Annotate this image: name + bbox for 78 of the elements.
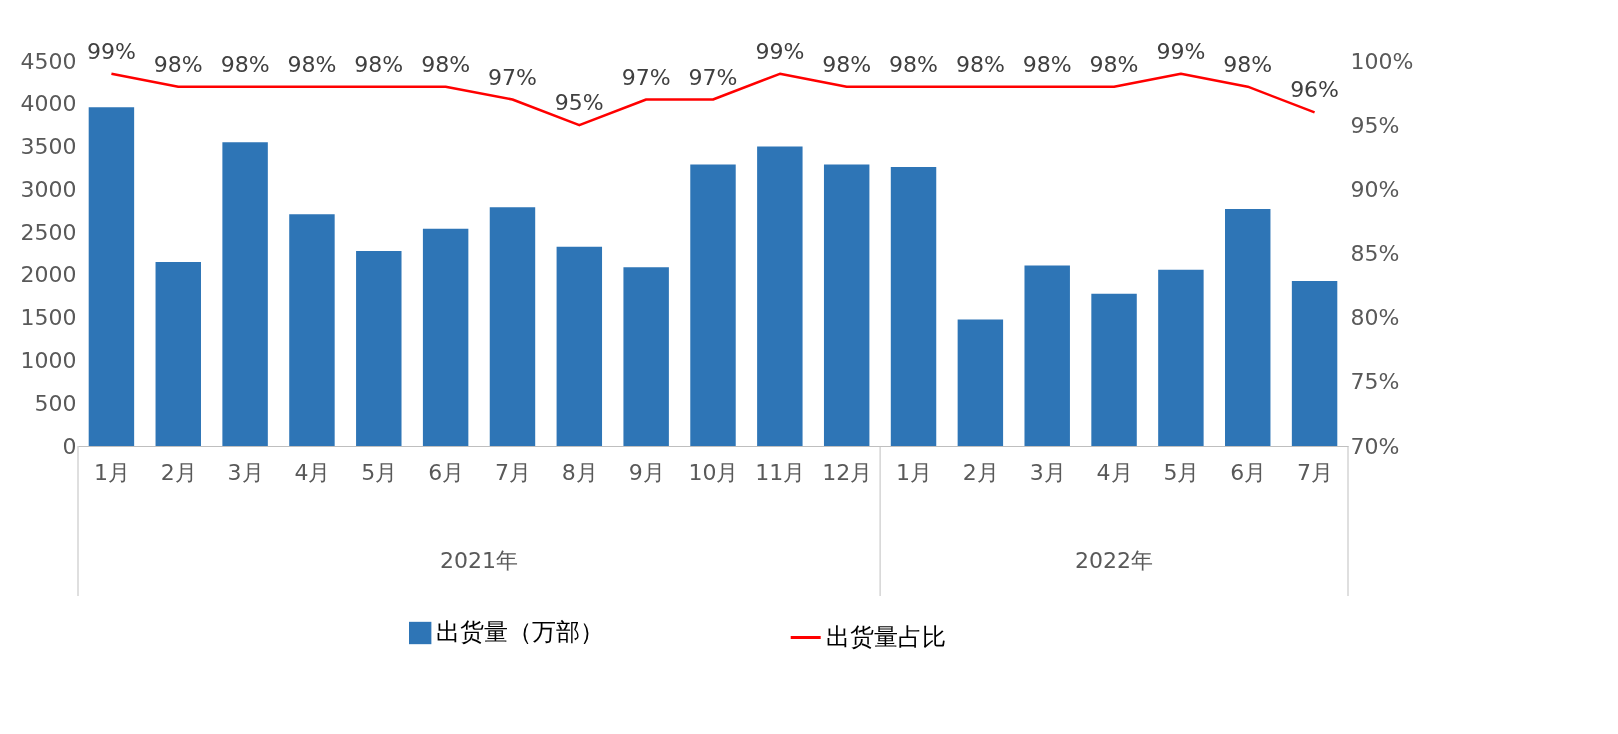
y-tick-label: 3000 <box>20 176 77 202</box>
x-tick-label: 3月 <box>227 459 264 485</box>
x-tick-label: 9月 <box>628 459 665 485</box>
bar <box>289 214 335 446</box>
y-tick-label: 1000 <box>20 347 77 373</box>
x-tick-label: 11月 <box>755 459 806 485</box>
y-tick-label: 4000 <box>20 91 77 117</box>
x-tick-label: 4月 <box>1096 459 1133 485</box>
y-tick-label: 500 <box>34 390 77 416</box>
data-label: 97% <box>688 64 738 90</box>
y2-tick-label: 95% <box>1350 112 1400 138</box>
x-tick-label: 12月 <box>822 459 873 485</box>
bar <box>890 167 937 446</box>
x-tick-label: 4月 <box>294 459 331 485</box>
data-label: 99% <box>755 38 805 64</box>
data-label: 97% <box>488 64 537 90</box>
y-tick-label: 2500 <box>20 219 77 245</box>
x-tick-label: 8月 <box>561 459 598 485</box>
x-tick-label: 5月 <box>1163 459 1200 485</box>
y-tick-label: 2000 <box>20 262 77 288</box>
bar <box>422 228 469 446</box>
bar <box>556 246 603 446</box>
bar <box>823 164 870 446</box>
x-tick-label: 10月 <box>688 459 739 485</box>
bar <box>1024 265 1070 446</box>
x-tick-label: 1月 <box>93 459 130 485</box>
x-tick-label: 7月 <box>494 459 531 485</box>
data-label: 98% <box>1223 51 1273 77</box>
bar <box>957 319 1004 446</box>
data-label: 95% <box>554 90 604 116</box>
x-tick-label: 3月 <box>1029 459 1066 485</box>
data-label: 98% <box>153 51 203 77</box>
y-tick-label: 1500 <box>20 305 77 331</box>
data-label: 98% <box>421 51 471 77</box>
y2-tick-label: 75% <box>1350 369 1400 395</box>
data-label: 98% <box>354 51 404 77</box>
bar <box>1225 209 1271 446</box>
x-tick-label: 7月 <box>1297 459 1334 485</box>
x-tick-label: 1月 <box>896 459 933 485</box>
bar <box>1291 280 1338 446</box>
data-label: 98% <box>220 51 270 77</box>
bar <box>88 107 135 446</box>
x-tick-label: 6月 <box>428 459 465 485</box>
bar <box>757 146 803 446</box>
y-tick-label: 4500 <box>20 48 77 74</box>
y2-tick-label: 80% <box>1350 305 1400 331</box>
data-label: 98% <box>955 51 1005 77</box>
bar <box>623 267 669 446</box>
data-label: 98% <box>1022 51 1072 77</box>
data-label: 99% <box>1156 38 1206 64</box>
y2-tick-label: 100% <box>1350 48 1414 74</box>
bar <box>356 250 402 446</box>
x-tick-label: 5月 <box>361 459 398 485</box>
bar <box>155 262 201 446</box>
x-tick-label: 2月 <box>962 459 999 485</box>
text: 2022年 <box>1075 548 1154 573</box>
data-label: 98% <box>287 51 337 77</box>
data-label: 98% <box>822 51 872 77</box>
data-label: 98% <box>889 51 938 77</box>
bar <box>1158 269 1204 446</box>
bar <box>222 142 268 446</box>
y2-tick-label: 85% <box>1350 241 1400 266</box>
y-tick-label: 3500 <box>20 134 77 160</box>
bar <box>690 164 736 446</box>
text: 2021年 <box>440 548 519 573</box>
x-tick-label: 6月 <box>1230 459 1267 485</box>
legend-label: 出货量（万部） <box>436 618 605 646</box>
bar <box>489 207 536 446</box>
data-label: 99% <box>86 38 136 64</box>
legend-label: 出货量占比 <box>826 622 947 651</box>
y-tick-label: 0 <box>62 433 77 459</box>
y2-tick-label: 70% <box>1350 433 1400 459</box>
data-label: 98% <box>1089 51 1139 77</box>
x-tick-label: 2月 <box>160 459 197 485</box>
data-label: 97% <box>621 64 671 90</box>
y2-tick-label: 90% <box>1350 176 1400 202</box>
bar <box>1091 293 1137 446</box>
data-label: 96% <box>1290 77 1340 103</box>
